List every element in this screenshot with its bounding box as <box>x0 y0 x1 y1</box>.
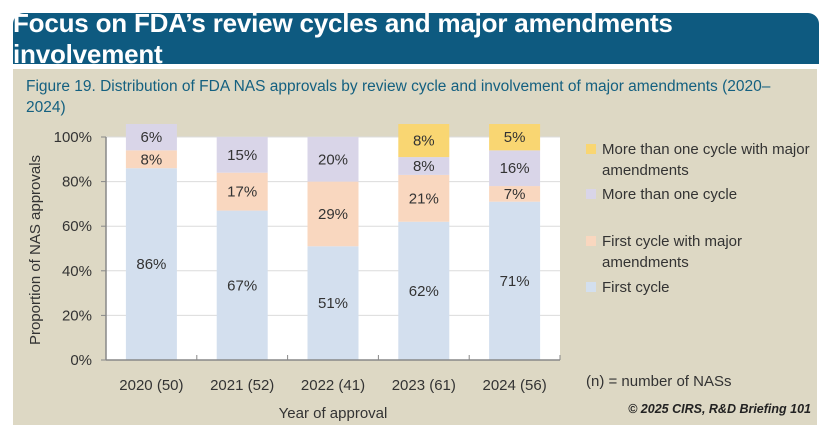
legend-item-more-than-one: More than one cycle <box>586 184 811 231</box>
bar-stack: 71% 7% 16% 5% <box>489 124 541 360</box>
x-tick-label: 2020 (50) <box>119 377 183 394</box>
data-label: 21% <box>409 190 439 207</box>
data-label: 20% <box>318 151 348 168</box>
data-label: 71% <box>500 273 530 290</box>
data-label: 29% <box>318 206 348 223</box>
bar-segment <box>489 201 541 360</box>
legend-swatch-icon <box>586 144 596 154</box>
bar-segment <box>216 137 268 173</box>
bar-segment <box>125 150 177 169</box>
data-label: 15% <box>227 147 257 164</box>
y-tick-label: 80% <box>62 174 92 191</box>
bar-segment <box>398 124 450 158</box>
data-label: 86% <box>136 256 166 273</box>
data-label: 7% <box>504 186 526 203</box>
legend-item-more-than-one-major: More than one cycle with major amendment… <box>586 139 811 184</box>
y-tick-labels: 0% 20% 40% 60% 80% 100% <box>54 129 92 369</box>
legend-item-first-cycle: First cycle <box>586 277 811 298</box>
bar-segment <box>216 210 268 360</box>
legend: More than one cycle with major amendment… <box>586 139 811 298</box>
legend-swatch-icon <box>586 236 596 246</box>
bar-stack: 86% 8% 6% <box>125 124 177 360</box>
n-note: (n) = number of NASs <box>586 373 732 390</box>
bar-stack: 67% 17% 15% <box>216 137 268 360</box>
bar-segment <box>125 124 177 151</box>
data-label: 51% <box>318 295 348 312</box>
bar-segment <box>307 181 359 247</box>
bar-segment <box>216 172 268 211</box>
data-label: 8% <box>141 151 163 168</box>
y-tick-label: 100% <box>54 129 92 146</box>
x-axis-title: Year of approval <box>279 405 388 422</box>
y-tick-label: 40% <box>62 263 92 280</box>
data-label: 8% <box>413 133 435 150</box>
data-label: 17% <box>227 184 257 201</box>
x-tick-label: 2021 (52) <box>210 377 274 394</box>
x-tick-label: 2024 (56) <box>482 377 546 394</box>
y-axis-title: Proportion of NAS approvals <box>27 155 44 345</box>
bar-segment <box>307 246 359 360</box>
y-tick-label: 0% <box>70 352 92 369</box>
page-header: Focus on FDA’s review cycles and major a… <box>13 8 819 69</box>
bar-stack: 51% 29% 20% <box>307 137 359 360</box>
data-label: 8% <box>413 158 435 175</box>
y-tick-label: 20% <box>62 307 92 324</box>
figure-title: Figure 19. Distribution of FDA NAS appro… <box>26 78 771 116</box>
axes <box>105 137 561 361</box>
bar-segment <box>489 124 541 151</box>
legend-swatch-icon <box>586 189 596 199</box>
legend-item-first-cycle-major: First cycle with major amendments <box>586 231 811 277</box>
legend-label: More than one cycle <box>602 186 738 203</box>
legend-label: First cycle with major amendments <box>602 233 743 271</box>
bar-stack: 62% 21% 8% 8% <box>398 124 450 360</box>
x-tick-labels: 2020 (50) 2021 (52) 2022 (41) 2023 (61) 2024… <box>119 377 546 394</box>
bar-segment <box>398 174 450 222</box>
legend-label: More than one cycle with major amendment… <box>602 141 810 179</box>
header-title: Focus on FDA’s review cycles and major a… <box>13 7 673 69</box>
data-label: 6% <box>141 129 163 146</box>
x-tick-label: 2022 (41) <box>301 377 365 394</box>
bar-segment <box>398 221 450 360</box>
bar-segment <box>489 186 541 202</box>
copyright-credit: © 2025 CIRS, R&D Briefing 101 <box>628 402 811 416</box>
bars: 86% 8% 6% 67% 17% 15% 51% 29% 20% 62% 21% 8% 8% 71% 7%… <box>125 124 541 360</box>
bar-segment <box>398 157 450 175</box>
bar-segment <box>489 150 541 187</box>
data-label: 62% <box>409 283 439 300</box>
x-tick-label: 2023 (61) <box>392 377 456 394</box>
y-tick-label: 60% <box>62 218 92 235</box>
data-label: 5% <box>504 129 526 146</box>
bar-segment <box>125 168 177 360</box>
legend-swatch-icon <box>586 282 596 292</box>
data-label: 16% <box>500 160 530 177</box>
bar-segment <box>307 137 359 182</box>
legend-label: First cycle <box>602 279 670 296</box>
data-label: 67% <box>227 277 257 294</box>
